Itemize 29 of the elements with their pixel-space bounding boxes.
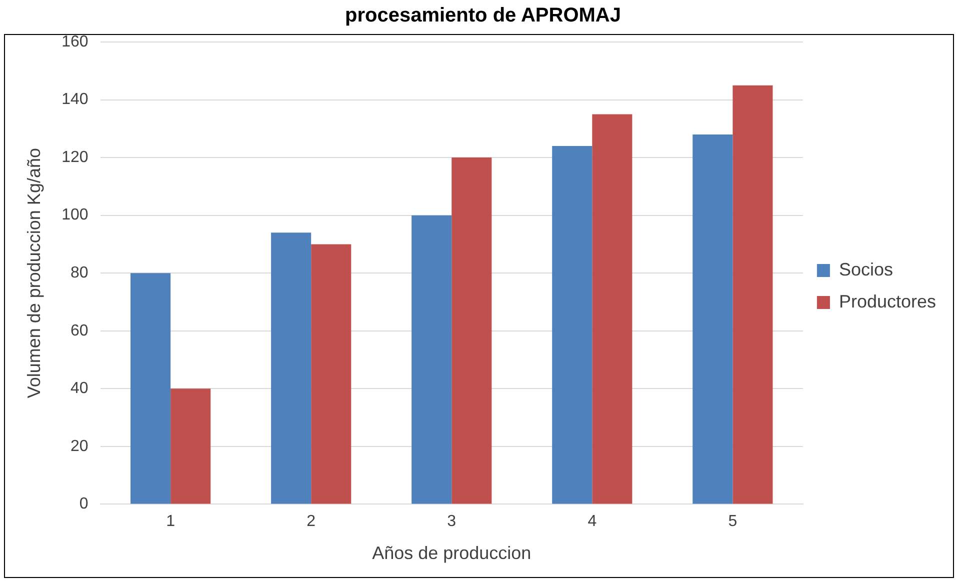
y-tick-label: 40 [70,380,88,398]
x-axis-title: Años de produccion [372,543,532,564]
y-tick-label: 140 [62,91,88,108]
bar [130,273,171,504]
y-tick-label: 60 [70,322,88,340]
y-axis-title: Volumen de produccion Kg/año [24,148,44,398]
y-tick-label: 80 [70,264,88,282]
legend-label: Socios [838,259,893,280]
x-tick-label: 4 [588,513,597,530]
x-tick-label: 5 [728,513,738,530]
chart-title: procesamiento de APROMAJ [345,4,621,27]
bar [170,388,211,504]
y-tick-label: 160 [62,33,88,50]
x-tick-label: 1 [166,513,176,530]
bar [412,215,452,504]
bar [592,114,632,504]
bar [732,85,773,504]
legend-label: Productores [838,291,936,312]
bar [311,244,352,504]
y-tick-label: 120 [62,148,88,166]
bar [692,134,733,504]
bar [552,146,592,504]
bar [452,158,492,504]
y-tick-label: 0 [79,496,88,513]
y-tick-label: 20 [70,438,88,455]
x-tick-label: 3 [447,513,456,530]
y-tick-label: 100 [62,206,88,224]
bar [271,232,312,504]
x-tick-label: 2 [306,513,316,530]
